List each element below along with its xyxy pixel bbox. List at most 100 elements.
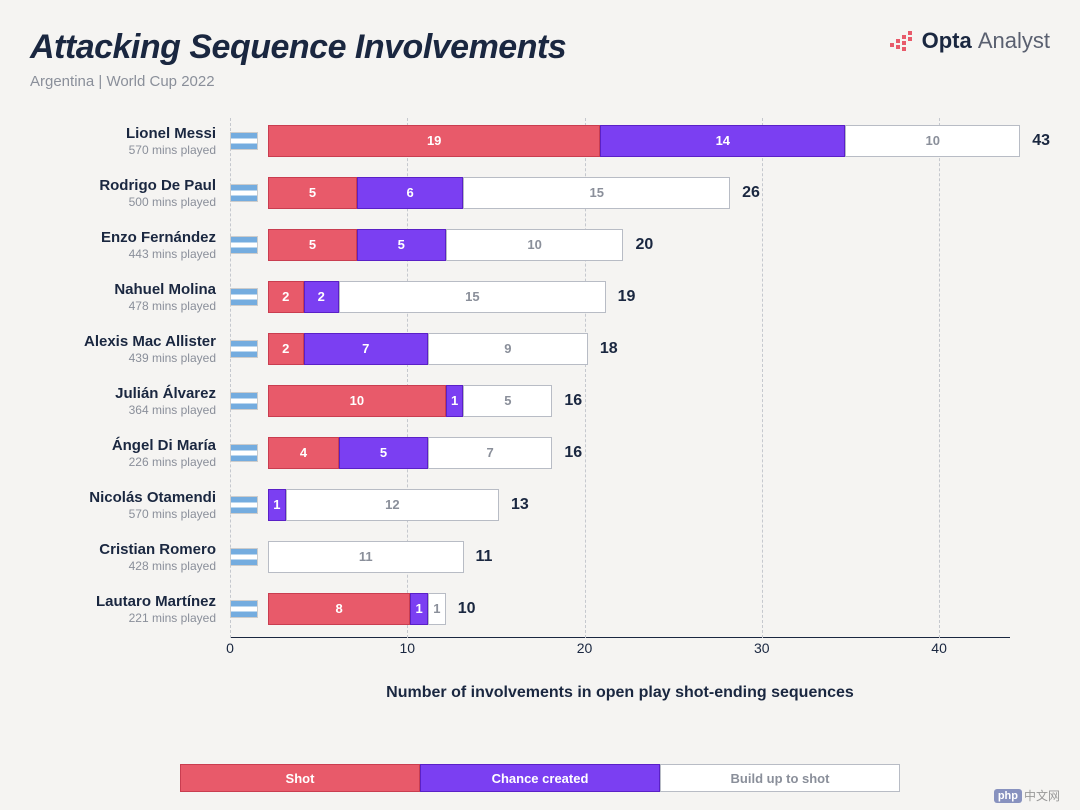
player-minutes: 570 mins played xyxy=(30,507,216,521)
x-axis-label: Number of involvements in open play shot… xyxy=(230,684,1010,702)
player-name: Nicolás Otamendi xyxy=(30,489,216,506)
chart-subtitle: Argentina | World Cup 2022 xyxy=(30,73,566,90)
x-tick: 10 xyxy=(399,640,415,656)
player-minutes: 221 mins played xyxy=(30,611,216,625)
x-tick: 40 xyxy=(931,640,947,656)
player-label: Nahuel Molina478 mins played xyxy=(30,281,230,313)
player-name: Cristian Romero xyxy=(30,541,216,558)
argentina-flag-icon xyxy=(230,132,258,150)
bar-segment-shot: 5 xyxy=(268,177,357,209)
argentina-flag-icon xyxy=(230,548,258,566)
player-label: Cristian Romero428 mins played xyxy=(30,541,230,573)
bar-segment-shot: 2 xyxy=(268,333,304,365)
brand-suffix: Analyst xyxy=(978,28,1050,53)
bar-total: 13 xyxy=(511,496,529,514)
player-row: Julián Álvarez364 mins played101516 xyxy=(30,378,1050,423)
bar-total: 43 xyxy=(1032,132,1050,150)
player-minutes: 478 mins played xyxy=(30,299,216,313)
player-name: Ángel Di María xyxy=(30,437,216,454)
player-minutes: 439 mins played xyxy=(30,351,216,365)
opta-logo-text: Opta Analyst xyxy=(922,28,1050,54)
player-name: Lautaro Martínez xyxy=(30,593,216,610)
header: Attacking Sequence Involvements Argentin… xyxy=(30,28,1050,90)
bar-wrap: 1015 16 xyxy=(268,385,1050,417)
player-minutes: 364 mins played xyxy=(30,403,216,417)
player-minutes: 500 mins played xyxy=(30,195,216,209)
bar-total: 16 xyxy=(564,392,582,410)
bar-segment-chance: 1 xyxy=(268,489,286,521)
bar-wrap: 221519 xyxy=(268,281,1050,313)
legend-chance: Chance created xyxy=(420,764,660,792)
bar-segment-shot: 5 xyxy=(268,229,357,261)
bar-wrap: 19141043 xyxy=(268,125,1050,157)
bar-segment-chance: 1 xyxy=(446,385,464,417)
php-badge: php xyxy=(994,789,1022,803)
argentina-flag-icon xyxy=(230,184,258,202)
opta-logo-icon xyxy=(886,29,914,53)
bar-segment-buildup: 9 xyxy=(428,333,588,365)
bar-wrap: 5615 26 xyxy=(268,177,1050,209)
bar-total: 16 xyxy=(564,444,582,462)
player-label: Alexis Mac Allister439 mins played xyxy=(30,333,230,365)
player-minutes: 428 mins played xyxy=(30,559,216,573)
x-axis-line xyxy=(230,637,1010,638)
bar-segment-buildup: 15 xyxy=(339,281,606,313)
bar-total: 10 xyxy=(458,600,476,618)
bar-segment-buildup: 12 xyxy=(286,489,499,521)
bar-segment-chance: 2 xyxy=(304,281,340,313)
player-row: Alexis Mac Allister439 mins played27918 xyxy=(30,326,1050,371)
chart-title: Attacking Sequence Involvements xyxy=(30,28,566,67)
bar-wrap: 45716 xyxy=(268,437,1050,469)
x-tick: 20 xyxy=(577,640,593,656)
player-row: Enzo Fernández443 mins played551020 xyxy=(30,222,1050,267)
bar-segment-buildup: 10 xyxy=(446,229,624,261)
bar-wrap: 551020 xyxy=(268,229,1050,261)
bar-segment-shot: 4 xyxy=(268,437,339,469)
bar-total: 18 xyxy=(600,340,618,358)
bar-segment-buildup: 5 xyxy=(463,385,552,417)
player-row: Lautaro Martínez221 mins played 811 10 xyxy=(30,586,1050,631)
player-label: Lautaro Martínez221 mins played xyxy=(30,593,230,625)
bar-segment-buildup: 7 xyxy=(428,437,552,469)
argentina-flag-icon xyxy=(230,600,258,618)
player-row: Nahuel Molina478 mins played221519 xyxy=(30,274,1050,319)
bar-segment-chance: 6 xyxy=(357,177,464,209)
bar-segment-shot: 8 xyxy=(268,593,410,625)
brand-name: Opta xyxy=(922,28,972,53)
legend-shot: Shot xyxy=(180,764,420,792)
argentina-flag-icon xyxy=(230,236,258,254)
bar-total: 19 xyxy=(618,288,636,306)
x-axis: 010203040 xyxy=(230,640,1010,670)
bar-segment-shot: 2 xyxy=(268,281,304,313)
player-name: Enzo Fernández xyxy=(30,229,216,246)
opta-logo: Opta Analyst xyxy=(886,28,1050,54)
x-tick: 0 xyxy=(226,640,234,656)
player-row: Rodrigo De Paul500 mins played 5615 26 xyxy=(30,170,1050,215)
player-row: Nicolás Otamendi570 mins played 112 13 xyxy=(30,482,1050,527)
player-minutes: 443 mins played xyxy=(30,247,216,261)
bar-segment-chance: 5 xyxy=(357,229,446,261)
bar-total: 20 xyxy=(635,236,653,254)
player-minutes: 570 mins played xyxy=(30,143,216,157)
bar-segment-buildup: 11 xyxy=(268,541,464,573)
argentina-flag-icon xyxy=(230,444,258,462)
bar-segment-buildup: 10 xyxy=(845,125,1020,157)
argentina-flag-icon xyxy=(230,392,258,410)
player-label: Rodrigo De Paul500 mins played xyxy=(30,177,230,209)
bar-total: 26 xyxy=(742,184,760,202)
title-block: Attacking Sequence Involvements Argentin… xyxy=(30,28,566,90)
argentina-flag-icon xyxy=(230,340,258,358)
player-label: Nicolás Otamendi570 mins played xyxy=(30,489,230,521)
player-name: Alexis Mac Allister xyxy=(30,333,216,350)
x-tick: 30 xyxy=(754,640,770,656)
bar-segment-chance: 1 xyxy=(410,593,428,625)
bar-segment-shot: 19 xyxy=(268,125,600,157)
bar-wrap: 811 10 xyxy=(268,593,1050,625)
bar-segment-shot: 10 xyxy=(268,385,446,417)
bar-segment-buildup: 1 xyxy=(428,593,446,625)
bar-segment-buildup: 15 xyxy=(463,177,730,209)
player-label: Lionel Messi570 mins played xyxy=(30,125,230,157)
watermark: php 中文网 xyxy=(994,787,1060,804)
argentina-flag-icon xyxy=(230,288,258,306)
player-label: Enzo Fernández443 mins played xyxy=(30,229,230,261)
